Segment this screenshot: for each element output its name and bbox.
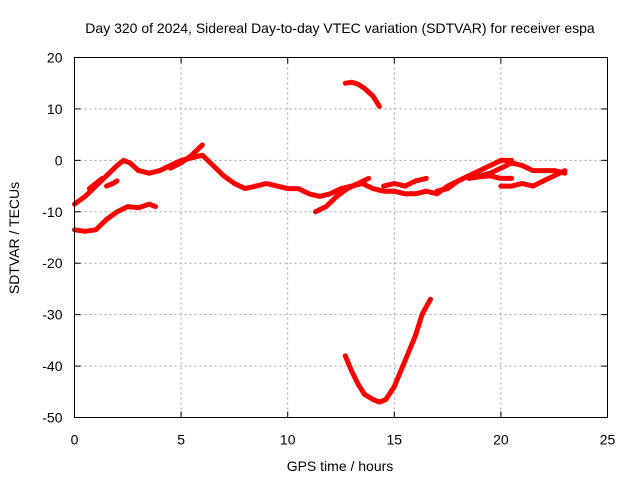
series-track-5	[167, 142, 205, 171]
y-tick-labels: -50 -40 -30 -20 -10 0 10 20	[42, 50, 62, 426]
series-track-2	[72, 201, 158, 234]
grid	[74, 57, 608, 418]
series-track-6	[312, 175, 372, 215]
x-tick-label: 20	[493, 432, 509, 448]
y-tick-label: 10	[47, 101, 63, 117]
series-track-12	[342, 296, 433, 405]
x-tick-label: 0	[71, 432, 79, 448]
x-tick-label: 5	[177, 432, 185, 448]
x-axis-label: GPS time / hours	[287, 458, 394, 474]
y-tick-label: -20	[42, 255, 62, 271]
chart-title: Day 320 of 2024, Sidereal Day-to-day VTE…	[85, 20, 595, 36]
y-tick-label: -40	[42, 358, 62, 374]
series-track-4	[104, 178, 120, 189]
y-tick-label: -50	[42, 410, 62, 426]
series-track-10	[498, 168, 568, 189]
y-tick-label: -10	[42, 204, 62, 220]
x-tick-labels: 0 5 10 15 20 25	[71, 432, 616, 448]
series-track-11	[342, 79, 382, 109]
series-track-8	[434, 157, 515, 194]
plot-frame	[74, 57, 608, 418]
y-axis-label: SDTVAR / TECUs	[6, 182, 22, 294]
x-tick-label: 15	[387, 432, 403, 448]
series-layer	[72, 79, 568, 405]
y-tick-label: 0	[55, 152, 63, 168]
series-track-9	[466, 173, 515, 181]
y-tick-label: 20	[47, 50, 63, 66]
x-tick-label: 25	[600, 432, 616, 448]
x-tick-label: 10	[280, 432, 296, 448]
axis-ticks	[74, 57, 608, 418]
series-track-3	[86, 175, 105, 192]
y-tick-label: -30	[42, 307, 62, 323]
series-track-7	[381, 175, 429, 189]
